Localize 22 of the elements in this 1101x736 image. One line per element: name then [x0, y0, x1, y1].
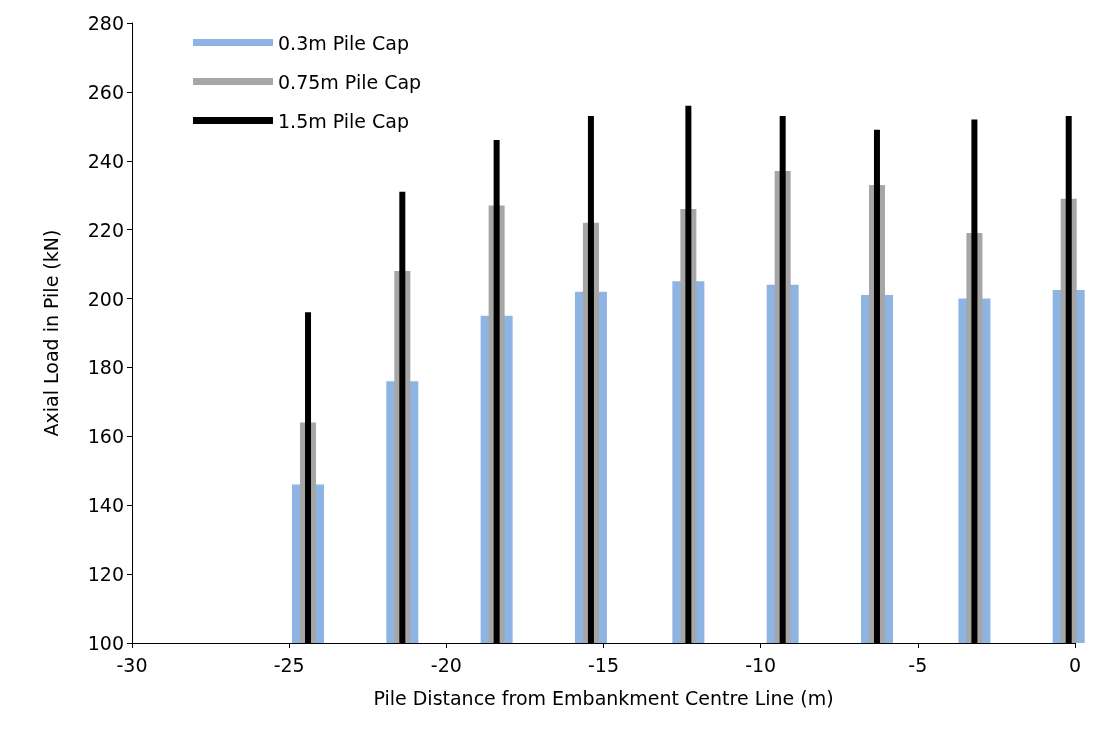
y-tick-label: 180	[87, 356, 124, 379]
y-tick-label: 160	[87, 425, 124, 448]
x-tick-label: -30	[116, 653, 148, 676]
legend-label: 0.75m Pile Cap	[278, 70, 422, 93]
y-tick-label: 240	[87, 149, 124, 172]
y-tick-label: 200	[87, 287, 124, 310]
y-tick-label: 280	[87, 12, 124, 34]
x-tick-label: -25	[273, 653, 305, 676]
x-tick-label: -20	[430, 653, 462, 676]
x-axis-title: Pile Distance from Embankment Centre Line (m)	[373, 686, 834, 709]
legend-label: 0.3m Pile Cap	[278, 31, 410, 54]
y-tick-label: 140	[87, 494, 124, 517]
y-tick-label: 260	[87, 80, 124, 103]
y-tick-label: 120	[87, 563, 124, 586]
x-tick-label: 0	[1068, 653, 1082, 676]
y-tick-label: 100	[87, 632, 124, 654]
x-tick-label: -5	[908, 653, 928, 676]
x-tick-label: -15	[587, 653, 620, 676]
legend-label: 1.5m Pile Cap	[278, 109, 410, 132]
y-tick-label: 220	[87, 218, 124, 241]
y-axis-title: Axial Load in Pile (kN)	[39, 229, 62, 437]
x-tick-label: -10	[745, 653, 777, 676]
